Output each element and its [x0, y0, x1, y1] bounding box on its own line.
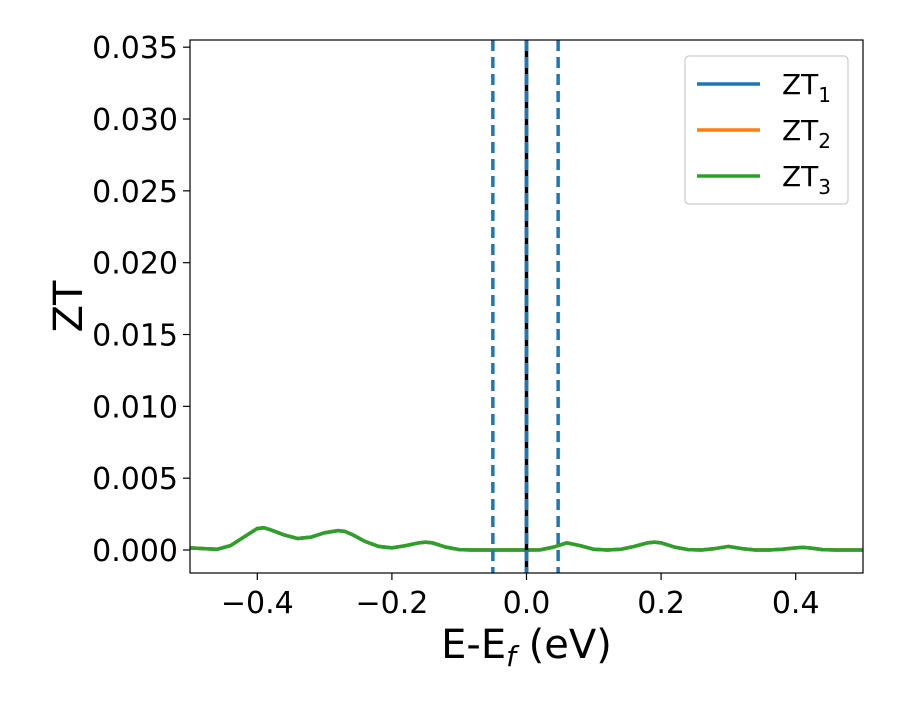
x-ticks: −0.4 −0.2 0.0 0.2 0.4	[221, 573, 820, 621]
y-tick-label: 0.005	[92, 462, 178, 497]
y-tick-label: 0.025	[92, 175, 178, 210]
y-tick-label: 0.035	[92, 31, 178, 66]
y-tick-label: 0.000	[92, 534, 178, 569]
x-tick-label: 0.4	[772, 586, 820, 621]
y-tick-label: 0.020	[92, 247, 178, 282]
x-axis-title-main: E-E	[441, 622, 506, 668]
x-tick-label: 0.2	[637, 586, 685, 621]
y-axis-title: ZT	[46, 280, 92, 332]
x-tick-label: 0.0	[503, 586, 551, 621]
x-axis-title-unit: (eV)	[516, 622, 612, 668]
y-ticks: 0.000 0.005 0.010 0.015 0.020 0.025 0.030 0.035	[92, 31, 190, 569]
vline-layer	[491, 40, 560, 573]
y-tick-label: 0.030	[92, 103, 178, 138]
x-tick-label: −0.4	[221, 586, 294, 621]
legend-label-zt2: ZT2	[782, 114, 831, 153]
legend-label-zt3: ZT3	[782, 160, 831, 199]
legend: ZT1 ZT2 ZT3	[684, 55, 849, 205]
x-tick-label: −0.2	[355, 586, 428, 621]
legend-label-zt1: ZT1	[782, 68, 831, 107]
legend-box	[684, 55, 849, 205]
y-tick-label: 0.010	[92, 390, 178, 425]
x-axis-title: E-Ef (eV)	[441, 622, 612, 673]
y-tick-label: 0.015	[92, 319, 178, 354]
series-line-zt3	[190, 526, 863, 552]
series-layer	[190, 526, 863, 552]
